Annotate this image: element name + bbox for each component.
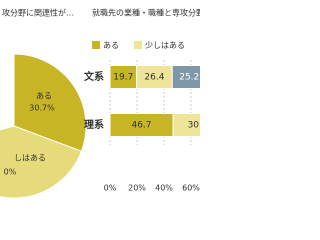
annotation: 0% <box>4 168 17 177</box>
x-tick-label: 60% <box>182 184 200 193</box>
slice-label: ある <box>36 92 52 101</box>
bar-segment <box>171 65 200 89</box>
legend-swatch <box>92 41 100 49</box>
x-tick-label: 40% <box>155 184 173 193</box>
x-tick-label: 20% <box>128 184 146 193</box>
legend-swatch <box>134 41 142 49</box>
x-tick-label: 0% <box>104 184 117 193</box>
pie-slice <box>13 53 87 152</box>
bar-value-label: 25.2 <box>179 73 199 83</box>
bar-value-label: 30 <box>188 121 200 131</box>
legend-label: ある <box>103 41 119 50</box>
y-tick-label: 文系 <box>84 70 104 83</box>
slice-label: しはある <box>14 154 46 163</box>
bar-value-label: 46.7 <box>131 121 151 131</box>
bar-segment <box>172 113 200 137</box>
bar-value-label: 19.7 <box>113 73 133 83</box>
slice-value-label: 30.7% <box>29 104 55 113</box>
legend-label: 少しはある <box>145 41 185 50</box>
chart: 攻分野に関連性が… ある 30.7% しはある 0% 就職先の業種・職種と専攻分野に関連あ… <box>0 8 200 199</box>
chart-title: 攻分野に関連性が… <box>2 8 74 18</box>
y-tick-label: 理系 <box>84 118 104 131</box>
chart-title: 就職先の業種・職種と専攻分野に関連 <box>92 8 200 18</box>
pie-slice <box>0 125 83 199</box>
bar-value-label: 26.4 <box>144 73 164 83</box>
